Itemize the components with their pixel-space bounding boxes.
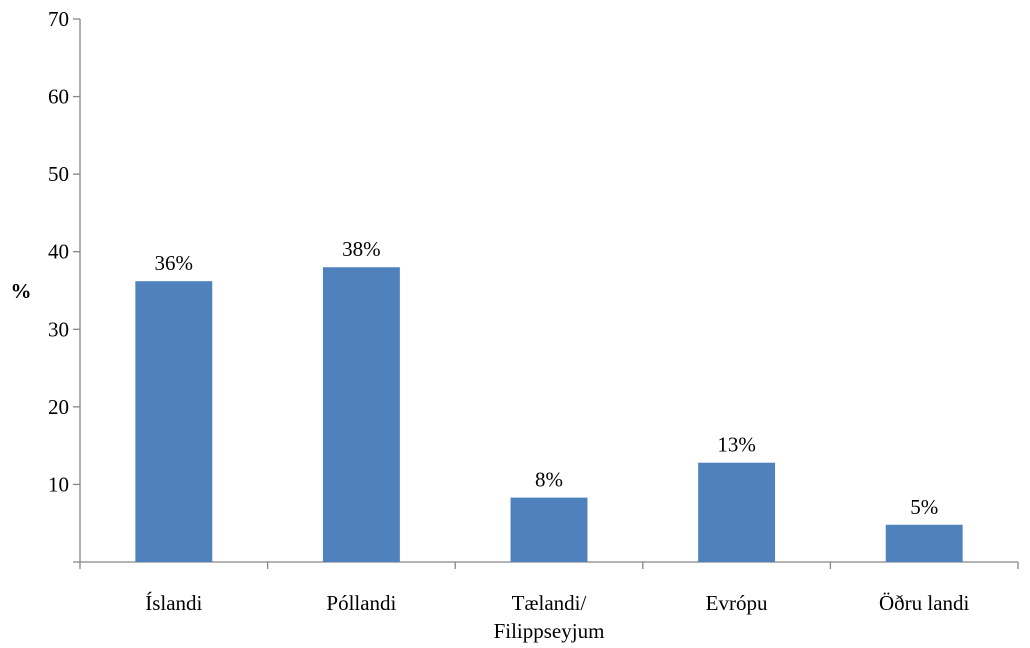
bars: [135, 267, 963, 562]
bar: [698, 462, 776, 562]
bar: [322, 267, 400, 562]
category-labels: Íslandi Póllandi Tælandi/Filippseyjum Evróp…: [145, 591, 969, 643]
data-label: 13%: [717, 433, 756, 457]
x-category-label: Tælandi/: [512, 591, 587, 615]
data-label: 5%: [910, 495, 938, 519]
y-axis: 10 20 30 40 50 60 70: [48, 7, 81, 562]
x-category-label: Filippseyjum: [494, 619, 605, 643]
x-category-label: Evrópu: [706, 591, 768, 615]
y-tick-label: 70: [48, 7, 69, 31]
y-tick-label: 60: [48, 85, 69, 109]
y-tick-label: 30: [48, 317, 69, 341]
data-labels: 36% 38% 8% 13% 5%: [155, 237, 939, 519]
bar: [510, 497, 588, 562]
data-label: 38%: [342, 237, 381, 261]
bar: [885, 524, 963, 562]
bar: [135, 281, 213, 562]
y-tick-label: 10: [48, 472, 69, 496]
data-label: 8%: [535, 468, 563, 492]
x-category-label: Póllandi: [326, 591, 396, 615]
x-category-label: Íslandi: [145, 591, 202, 615]
x-category-label: Öðru landi: [879, 591, 970, 615]
y-tick-label: 40: [48, 240, 69, 264]
y-tick-label: 20: [48, 395, 69, 419]
x-axis: [73, 561, 1019, 569]
y-tick-label: 50: [48, 162, 69, 186]
data-label: 36%: [155, 251, 194, 275]
y-axis-label: %: [11, 279, 32, 303]
